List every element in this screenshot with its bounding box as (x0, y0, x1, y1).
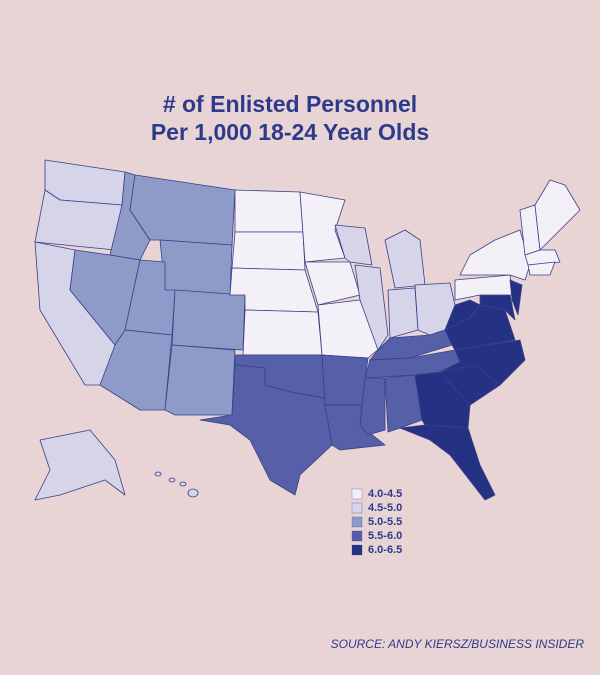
state (509, 279, 523, 316)
legend-label: 5.0-5.5 (368, 516, 402, 528)
state (34, 429, 126, 501)
state (168, 477, 176, 483)
state (444, 299, 481, 331)
legend-swatch (351, 544, 363, 556)
state (454, 274, 513, 301)
map (34, 159, 581, 501)
state (187, 488, 199, 498)
state (99, 329, 173, 411)
legend-label: 6.0-6.5 (368, 544, 402, 556)
state (399, 424, 496, 501)
state (171, 289, 246, 351)
state (199, 364, 333, 496)
state (231, 231, 306, 271)
legend-label: 5.5-6.0 (368, 530, 402, 542)
source: SOURCE: ANDY KIERSZ/BUSINESS INSIDER (331, 637, 585, 651)
state (154, 471, 162, 477)
state (317, 299, 381, 359)
title-line: Per 1,000 18-24 Year Olds (151, 119, 429, 145)
state (387, 287, 419, 339)
state (384, 374, 423, 433)
state (359, 377, 386, 436)
state (527, 261, 556, 276)
legend-swatch (351, 488, 363, 500)
legend-swatch (351, 502, 363, 514)
state (299, 191, 346, 263)
state (384, 229, 426, 289)
state (354, 264, 389, 351)
state (524, 249, 561, 266)
legend: 4.0-4.5 4.5-5.0 5.0-5.5 5.5-6.0 6.0-6.5 (351, 488, 402, 556)
state (179, 481, 187, 487)
state (321, 354, 369, 406)
legend-label: 4.0-4.5 (368, 488, 402, 500)
state (164, 344, 236, 416)
legend-swatch (351, 516, 363, 528)
state (439, 339, 526, 386)
legend-swatch (351, 530, 363, 542)
state (242, 309, 323, 356)
state (334, 224, 373, 266)
title-line: # of Enlisted Personnel (163, 91, 417, 117)
state (159, 239, 233, 296)
state (234, 189, 304, 233)
legend-label: 4.5-5.0 (368, 502, 402, 514)
